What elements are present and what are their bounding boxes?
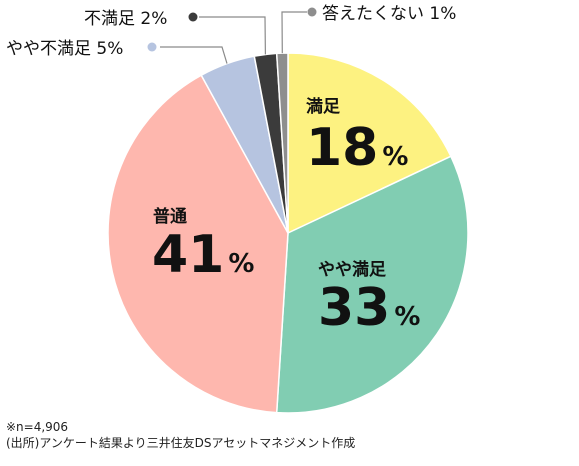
callout-leaders <box>147 7 317 64</box>
source-note: (出所)アンケート結果より三井住友DSアセットマネジメント作成 <box>6 436 356 450</box>
slice-満足-label: 満足 <box>306 96 340 117</box>
slice-やや不満足-callout-label: やや不満足 5% <box>6 39 123 59</box>
slice-答えたくない-marker <box>307 7 317 17</box>
slice-普通-value: 41% <box>152 225 254 285</box>
slice-不満足-callout-label: 不満足 2% <box>84 9 167 29</box>
slice-答えたくない-leader-line <box>281 11 307 54</box>
slice-やや満足 <box>275 155 469 414</box>
slice-普通-label: 普通 <box>153 206 187 227</box>
sample-size-note: ※n=4,906 <box>6 420 69 434</box>
slice-やや満足-label: やや満足 <box>318 259 386 280</box>
slice-答えたくない-callout-label: 答えたくない 1% <box>322 4 456 24</box>
slice-不満足-leader-line <box>199 16 266 55</box>
slice-満足-value: 18% <box>306 118 408 178</box>
slice-やや不満足-leader-line <box>160 46 228 64</box>
pie-slices <box>107 52 469 414</box>
slice-不満足-marker <box>188 12 198 22</box>
slice-普通 <box>107 74 289 414</box>
slice-満足 <box>287 52 452 235</box>
slice-やや不満足-marker <box>147 42 157 52</box>
slice-やや満足-value: 33% <box>318 278 420 338</box>
